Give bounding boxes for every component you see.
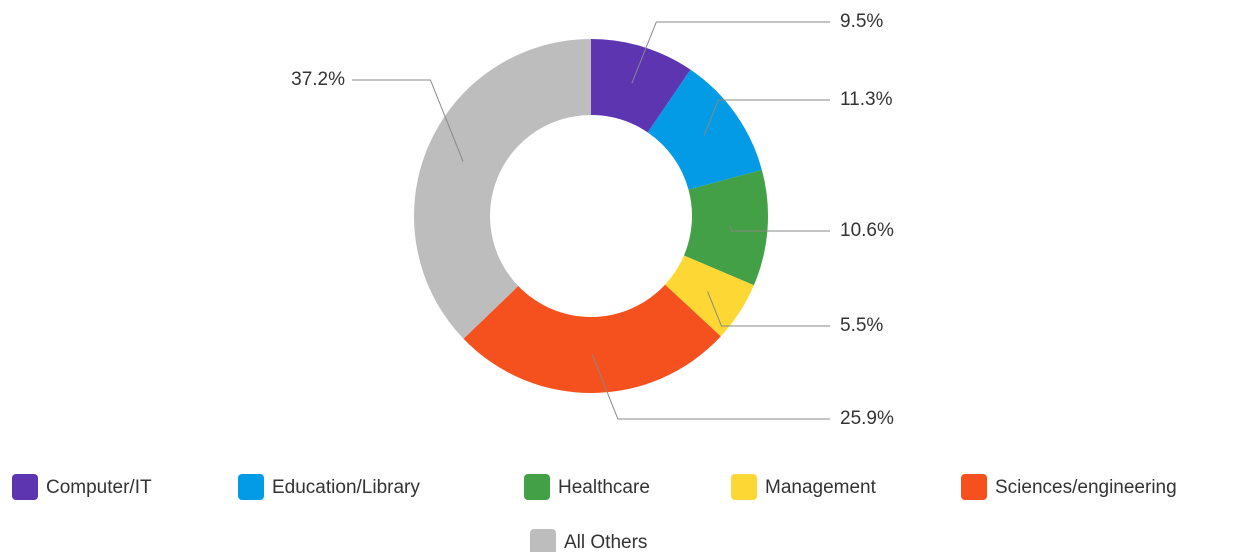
donut-segment bbox=[413, 39, 591, 339]
leader-line bbox=[631, 21, 830, 84]
leader-line bbox=[352, 79, 464, 162]
data-label: 5.5% bbox=[840, 315, 883, 336]
data-label: 11.3% bbox=[840, 89, 893, 110]
legend-swatch bbox=[12, 474, 38, 500]
data-label: 10.6% bbox=[840, 220, 894, 241]
legend-swatch bbox=[524, 474, 550, 500]
legend-label: Computer/IT bbox=[46, 477, 152, 498]
legend-swatch bbox=[238, 474, 264, 500]
leader-line bbox=[729, 225, 830, 232]
legend-label: Education/Library bbox=[272, 477, 420, 498]
donut-segment bbox=[591, 39, 691, 133]
donut-segment bbox=[683, 169, 768, 286]
leader-line bbox=[707, 291, 830, 327]
legend-label: Management bbox=[765, 477, 877, 498]
legend-label: Healthcare bbox=[558, 477, 650, 498]
data-label: 37.2% bbox=[291, 69, 345, 90]
leader-line bbox=[591, 354, 830, 420]
legend-swatch bbox=[530, 529, 556, 552]
donut-segment bbox=[647, 69, 762, 190]
legend-swatch bbox=[731, 474, 757, 500]
data-label: 9.5% bbox=[840, 11, 883, 32]
donut-segment bbox=[463, 284, 721, 393]
data-label: 25.9% bbox=[840, 408, 894, 429]
legend-label: All Others bbox=[564, 532, 647, 552]
legend-label: Sciences/engineering bbox=[995, 477, 1177, 498]
leader-line bbox=[703, 99, 830, 136]
legend-swatch bbox=[961, 474, 987, 500]
